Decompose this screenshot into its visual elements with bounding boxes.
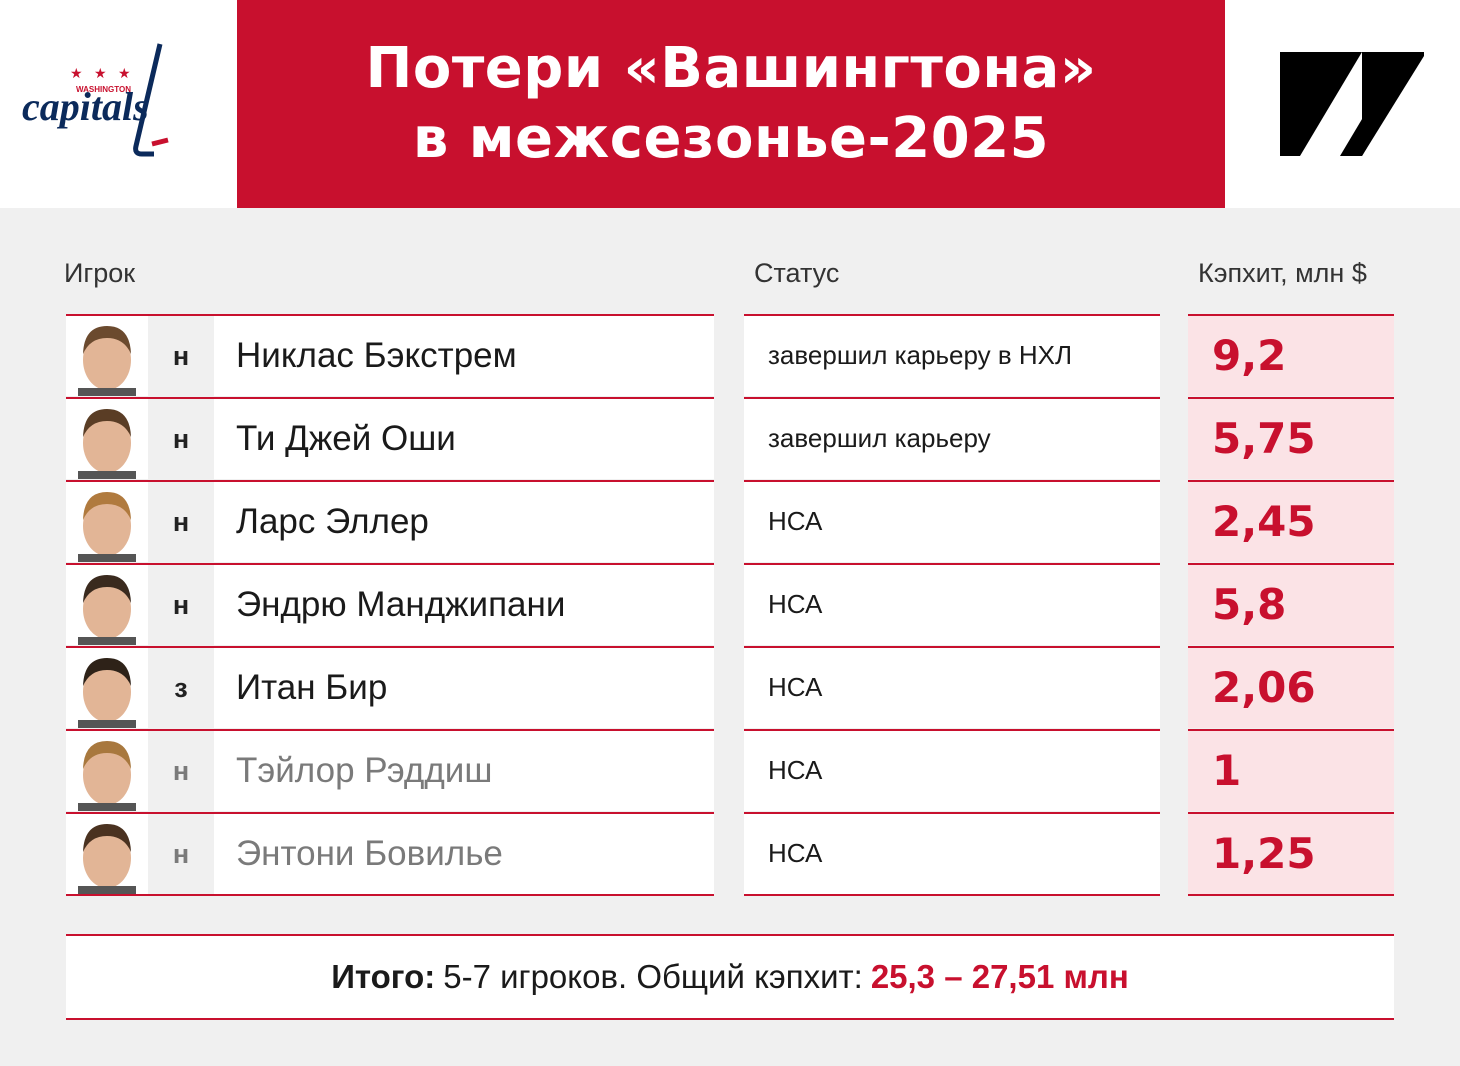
title-line-1: Потери «Вашингтона»	[365, 36, 1097, 101]
player-photo	[66, 814, 148, 894]
player-photo	[66, 316, 148, 396]
total-text: 5-7 игроков. Общий кэпхит:	[443, 958, 863, 995]
player-name: Эндрю Манджипани	[236, 585, 566, 624]
player-position: з	[148, 648, 214, 728]
player-cell: з Итан Бир	[66, 646, 714, 728]
player-position: н	[148, 399, 214, 479]
player-photo	[66, 399, 148, 479]
player-position: н	[148, 814, 214, 894]
player-status: НСА	[744, 646, 1160, 728]
player-name: Ти Джей Оши	[236, 419, 456, 458]
player-cell: н Энтони Бовилье	[66, 812, 714, 896]
column-header-cap: Кэпхит, млн $	[1198, 258, 1367, 288]
player-cap: 2,45	[1188, 480, 1394, 562]
player-status: завершил карьеру	[744, 397, 1160, 479]
column-header-status: Статус	[754, 258, 840, 288]
column-header-player: Игрок	[64, 258, 136, 288]
player-status: завершил карьеру в НХЛ	[744, 314, 1160, 396]
player-cap: 5,75	[1188, 397, 1394, 479]
svg-text:★: ★	[70, 66, 83, 82]
player-cap: 2,06	[1188, 646, 1394, 728]
player-position: н	[148, 316, 214, 396]
title-banner: Потери «Вашингтона» в межсезонье-2025	[237, 0, 1225, 208]
svg-text:★: ★	[94, 66, 107, 82]
svg-text:WASHINGTON: WASHINGTON	[76, 85, 131, 94]
player-photo	[66, 648, 148, 728]
total-value: 25,3 – 27,51 млн	[870, 958, 1129, 995]
total-label: Итого:	[331, 958, 436, 995]
player-cell: н Никлас Бэкстрем	[66, 314, 714, 396]
table-row: н Энтони Бовилье НСА 1,25	[0, 812, 1460, 896]
player-cell: н Тэйлор Рэддиш	[66, 729, 714, 811]
table-row: з Итан Бир НСА 2,06	[0, 646, 1460, 728]
player-photo	[66, 482, 148, 562]
player-status: НСА	[744, 812, 1160, 896]
table-row: н Эндрю Манджипани НСА 5,8	[0, 563, 1460, 645]
player-name: Ларс Эллер	[236, 502, 429, 541]
player-cap: 1,25	[1188, 812, 1394, 896]
table-row: н Ти Джей Оши завершил карьеру 5,75	[0, 397, 1460, 479]
player-cell: н Ти Джей Оши	[66, 397, 714, 479]
player-name: Тэйлор Рэддиш	[236, 751, 493, 790]
player-name: Итан Бир	[236, 668, 388, 707]
table-row: н Ларс Эллер НСА 2,45	[0, 480, 1460, 562]
header: ★ ★ ★ WASHINGTON capitals Потери «Вашинг…	[0, 0, 1460, 208]
svg-text:capitals: capitals	[22, 84, 149, 129]
player-status: НСА	[744, 729, 1160, 811]
player-position: н	[148, 482, 214, 562]
table-row: н Тэйлор Рэддиш НСА 1	[0, 729, 1460, 811]
player-photo	[66, 731, 148, 811]
player-cell: н Ларс Эллер	[66, 480, 714, 562]
player-cap: 5,8	[1188, 563, 1394, 645]
title-line-2: в межсезонье-2025	[412, 106, 1050, 171]
total-summary: Итого: 5-7 игроков. Общий кэпхит: 25,3 –…	[66, 934, 1394, 1020]
player-cap: 9,2	[1188, 314, 1394, 396]
svg-text:★: ★	[118, 66, 131, 82]
site-logo	[1280, 52, 1424, 156]
player-cell: н Эндрю Манджипани	[66, 563, 714, 645]
table-row: н Никлас Бэкстрем завершил карьеру в НХЛ 9,…	[0, 314, 1460, 396]
player-status: НСА	[744, 480, 1160, 562]
capitals-logo: ★ ★ ★ WASHINGTON capitals	[22, 43, 169, 157]
player-photo	[66, 565, 148, 645]
player-name: Никлас Бэкстрем	[236, 336, 517, 375]
player-position: н	[148, 565, 214, 645]
player-status: НСА	[744, 563, 1160, 645]
player-name: Энтони Бовилье	[236, 834, 503, 873]
player-position: н	[148, 731, 214, 811]
player-cap: 1	[1188, 729, 1394, 811]
